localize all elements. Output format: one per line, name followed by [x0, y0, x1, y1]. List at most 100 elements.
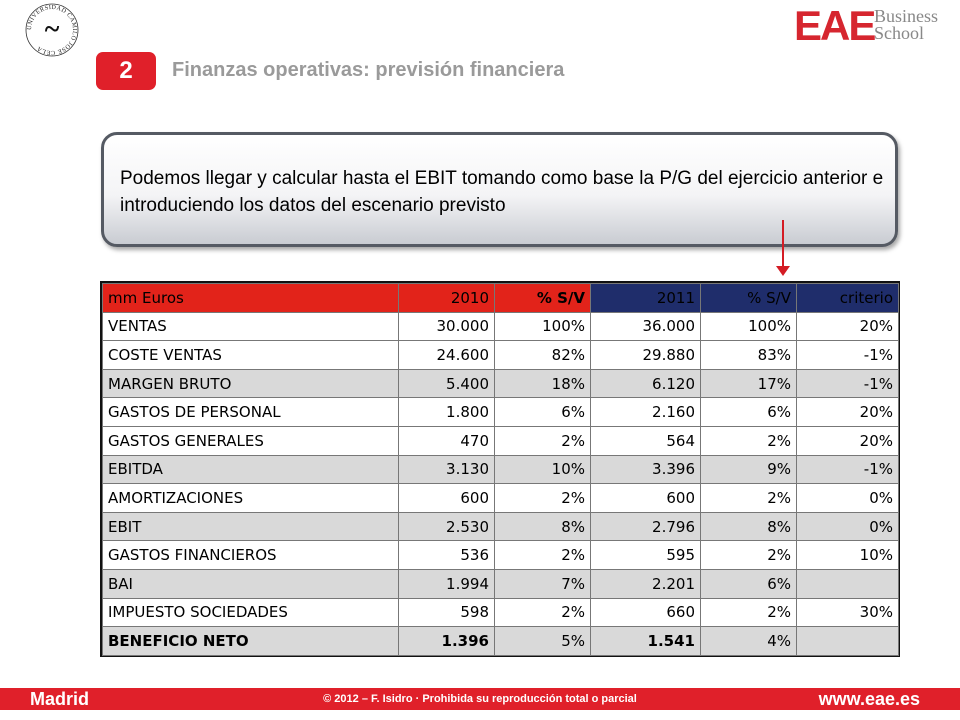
cell-criterio: 20%: [796, 397, 899, 427]
financial-table-container: mm Euros 2010 % S/V 2011 % S/V criterio …: [100, 281, 900, 657]
logo-line-2: School: [874, 23, 925, 43]
footer-city: Madrid: [30, 689, 90, 709]
cell-criterio: 20%: [796, 311, 899, 342]
cell-pct-2011: 2%: [700, 425, 797, 456]
header-criterio: criterio: [796, 283, 899, 313]
table-row: GASTOS DE PERSONAL 1.800 6% 2.160 6% 20%: [102, 397, 899, 427]
cell-row-label: COSTE VENTAS: [102, 340, 399, 370]
footer-bar: Madrid © 2012 – F. Isidro · Prohibida su…: [0, 688, 960, 710]
pointer-arrow-line: [782, 220, 784, 270]
cell-criterio: 0%: [796, 511, 899, 542]
eae-business-school-logo: EAE Business School: [794, 4, 954, 48]
table-row: VENTAS 30.000 100% 36.000 100% 20%: [102, 311, 899, 342]
footer-copyright: © 2012 – F. Isidro · Prohibida su reprod…: [323, 693, 637, 705]
cell-pct-2011: 100%: [700, 311, 797, 342]
cell-value-2010: 3.130: [398, 454, 495, 485]
cell-criterio: -1%: [796, 368, 899, 399]
cell-value-2011: 2.796: [590, 511, 701, 542]
header-units: mm Euros: [102, 283, 399, 313]
cell-value-2010: 5.400: [398, 368, 495, 399]
cell-pct-2010: 100%: [494, 311, 591, 342]
cell-pct-2010: 10%: [494, 454, 591, 485]
cell-row-label: IMPUESTO SOCIEDADES: [102, 597, 399, 628]
cell-criterio: 10%: [796, 540, 899, 570]
cell-pct-2011: 6%: [700, 397, 797, 427]
logo-line-1: Business: [874, 6, 939, 26]
section-number-badge: 2: [96, 52, 156, 90]
cell-pct-2010: 2%: [494, 597, 591, 628]
cell-value-2010: 470: [398, 425, 495, 456]
cell-value-2010: 1.994: [398, 568, 495, 599]
cell-criterio: [796, 568, 899, 599]
cell-row-label: BAI: [102, 568, 399, 599]
table-row: COSTE VENTAS 24.600 82% 29.880 83% -1%: [102, 340, 899, 370]
table-header-row: mm Euros 2010 % S/V 2011 % S/V criterio: [102, 283, 899, 313]
cell-pct-2010: 5%: [494, 626, 591, 656]
table-row: GASTOS GENERALES 470 2% 564 2% 20%: [102, 425, 899, 456]
cell-row-label: GASTOS DE PERSONAL: [102, 397, 399, 427]
cell-value-2010: 24.600: [398, 340, 495, 370]
header-pct-2011: % S/V: [700, 283, 797, 313]
cell-criterio: 20%: [796, 425, 899, 456]
cell-pct-2010: 8%: [494, 511, 591, 542]
cell-value-2010: 536: [398, 540, 495, 570]
header-pct-2010: % S/V: [494, 283, 591, 313]
cell-value-2011: 36.000: [590, 311, 701, 342]
cell-pct-2011: 2%: [700, 540, 797, 570]
cell-value-2011: 595: [590, 540, 701, 570]
cell-pct-2010: 82%: [494, 340, 591, 370]
cell-pct-2011: 9%: [700, 454, 797, 485]
cell-pct-2011: 83%: [700, 340, 797, 370]
cell-criterio: -1%: [796, 454, 899, 485]
cell-value-2011: 2.160: [590, 397, 701, 427]
cell-value-2010: 1.800: [398, 397, 495, 427]
cell-value-2011: 2.201: [590, 568, 701, 599]
footer-website: www.eae.es: [818, 689, 920, 709]
university-seal-logo: UNIVERSIDAD CAMILO JOSÉ CELA ~: [24, 2, 80, 58]
financial-table: mm Euros 2010 % S/V 2011 % S/V criterio …: [102, 283, 899, 656]
cell-row-label: MARGEN BRUTO: [102, 368, 399, 399]
cell-criterio: 0%: [796, 483, 899, 513]
table-row: EBIT 2.530 8% 2.796 8% 0%: [102, 511, 899, 542]
cell-pct-2011: 2%: [700, 483, 797, 513]
cell-value-2010: 2.530: [398, 511, 495, 542]
cell-pct-2011: 8%: [700, 511, 797, 542]
cell-pct-2010: 7%: [494, 568, 591, 599]
cell-criterio: [796, 626, 899, 656]
cell-pct-2010: 6%: [494, 397, 591, 427]
slide-title: Finanzas operativas: previsión financier…: [172, 59, 565, 81]
cell-pct-2011: 17%: [700, 368, 797, 399]
cell-value-2011: 29.880: [590, 340, 701, 370]
cell-pct-2011: 4%: [700, 626, 797, 656]
cell-criterio: 30%: [796, 597, 899, 628]
cell-value-2010: 600: [398, 483, 495, 513]
cell-value-2011: 600: [590, 483, 701, 513]
cell-criterio: -1%: [796, 340, 899, 370]
cell-row-label: VENTAS: [102, 311, 399, 342]
cell-value-2011: 660: [590, 597, 701, 628]
cell-value-2011: 6.120: [590, 368, 701, 399]
header-2011: 2011: [590, 283, 701, 313]
table-row: AMORTIZACIONES 600 2% 600 2% 0%: [102, 483, 899, 513]
cell-value-2011: 3.396: [590, 454, 701, 485]
cell-value-2011: 564: [590, 425, 701, 456]
cell-value-2011: 1.541: [590, 626, 701, 656]
cell-value-2010: 30.000: [398, 311, 495, 342]
logo-mark: EAE: [794, 2, 876, 49]
cell-value-2010: 598: [398, 597, 495, 628]
header-2010: 2010: [398, 283, 495, 313]
cell-pct-2010: 2%: [494, 540, 591, 570]
table-row: IMPUESTO SOCIEDADES 598 2% 660 2% 30%: [102, 597, 899, 628]
cell-row-label: EBITDA: [102, 454, 399, 485]
table-row: GASTOS FINANCIEROS 536 2% 595 2% 10%: [102, 540, 899, 570]
table-row: EBITDA 3.130 10% 3.396 9% -1%: [102, 454, 899, 485]
cell-row-label: GASTOS FINANCIEROS: [102, 540, 399, 570]
table-row: BAI 1.994 7% 2.201 6%: [102, 568, 899, 599]
cell-pct-2011: 6%: [700, 568, 797, 599]
cell-row-label: EBIT: [102, 511, 399, 542]
cell-pct-2010: 18%: [494, 368, 591, 399]
cell-row-label: GASTOS GENERALES: [102, 425, 399, 456]
table-row: BENEFICIO NETO 1.396 5% 1.541 4%: [102, 626, 899, 656]
table-row: MARGEN BRUTO 5.400 18% 6.120 17% -1%: [102, 368, 899, 399]
cell-pct-2010: 2%: [494, 483, 591, 513]
